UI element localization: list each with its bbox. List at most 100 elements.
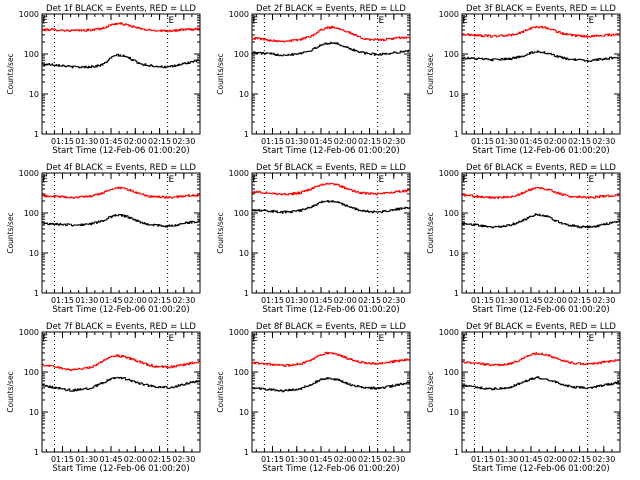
panel-7-interval-marker: E <box>168 334 174 344</box>
panel-3-x-axis-label: Start Time (12-Feb-06 01:00:20) <box>472 146 609 156</box>
panel-1-lld-series-line <box>42 22 200 33</box>
panel-5-lld-series-line <box>252 182 410 196</box>
panel-6-xtick-label: 01:30 <box>495 296 518 305</box>
panel-4-title: Det 4f BLACK = Events, RED = LLD <box>46 163 196 173</box>
panel-8-ytick-label: 1 <box>244 448 249 457</box>
panel-2-xtick-label: 02:00 <box>334 137 357 146</box>
panel-5-xtick-label: 02:30 <box>382 296 405 305</box>
panel-8-title: Det 8f BLACK = Events, RED = LLD <box>256 322 406 332</box>
panel-4-chart: Det 4f BLACK = Events, RED = LLD 1 10 100 10… <box>6 163 201 315</box>
panel-1-y-axis-label: Counts/sec <box>6 53 15 94</box>
panel-4-y-axis-label: Counts/sec <box>6 212 15 253</box>
panel-9-interval-marker: E <box>462 334 468 344</box>
panel-3-xtick-label: 02:00 <box>544 137 567 146</box>
panel-7-xtick-label: 02:30 <box>172 455 195 464</box>
panel-8-xtick-label: 01:30 <box>285 455 308 464</box>
panel-3-interval-marker: E <box>588 16 594 26</box>
panel-8-ytick-label: 1000 <box>229 328 249 337</box>
panel-8-ytick-label: 100 <box>234 368 249 377</box>
panel-7-ytick-label: 10 <box>29 408 39 417</box>
panel-3-xtick-label: 02:15 <box>568 137 591 146</box>
panel-1-interval-marker: E <box>168 16 174 26</box>
panel-6-xtick-label: 01:15 <box>471 296 494 305</box>
panel-7-xtick-label: 01:45 <box>99 455 122 464</box>
panel-7-x-axis-label: Start Time (12-Feb-06 01:00:20) <box>52 464 189 474</box>
panel-6-y-axis-label: Counts/sec <box>426 212 435 253</box>
panel-1-ytick-label: 100 <box>24 50 39 59</box>
panel-7-xtick-label: 01:30 <box>75 455 98 464</box>
panel-9-lld-series-line <box>462 352 620 367</box>
panel-2-interval-marker: E <box>252 16 258 26</box>
panel-6-ytick-label: 10 <box>449 249 459 258</box>
panel-1-ytick-label: 10 <box>29 90 39 99</box>
panel-3-events-series-line <box>462 50 620 63</box>
panel-2-plot-frame <box>251 13 411 135</box>
panel-2-xtick-label: 02:30 <box>382 137 405 146</box>
panel-2-y-axis-label: Counts/sec <box>216 53 225 94</box>
panel-8-chart: Det 8f BLACK = Events, RED = LLD 1 10 100 10… <box>216 322 411 474</box>
panel-7-events-series-line <box>42 376 200 392</box>
panel-6-plot-frame <box>461 172 621 294</box>
panel-5-interval-marker: E <box>378 175 384 185</box>
panel-4-ytick-label: 10 <box>29 249 39 258</box>
panel-4-lld-series-line <box>42 186 200 199</box>
panel-8-xtick-label: 02:15 <box>358 455 381 464</box>
panel-4-events-series-line <box>42 214 200 228</box>
panel-5-xtick-label: 02:00 <box>334 296 357 305</box>
panel-5-xtick-label: 01:15 <box>261 296 284 305</box>
panel-4-ytick-label: 1 <box>34 289 39 298</box>
panel-9-chart: Det 9f BLACK = Events, RED = LLD 1 10 100 10… <box>426 322 621 474</box>
panel-4-xtick-label: 01:30 <box>75 296 98 305</box>
panel-3-xtick-label: 01:15 <box>471 137 494 146</box>
panel-5-ytick-label: 100 <box>234 209 249 218</box>
panel-2-x-axis-label: Start Time (12-Feb-06 01:00:20) <box>262 146 399 156</box>
panel-1-chart: Det 1f BLACK = Events, RED = LLD 1 10 100 10… <box>6 4 201 156</box>
panel-3-chart: Det 3f BLACK = Events, RED = LLD 1 10 100 10… <box>426 4 621 156</box>
panel-1-events-series-line <box>42 53 200 69</box>
panel-4-plot-frame <box>41 172 201 294</box>
panel-2-events-series-line <box>252 41 410 57</box>
panel-2-xtick-label: 01:45 <box>309 137 332 146</box>
panel-7-interval-marker: E <box>42 334 48 344</box>
panel-5-ytick-label: 10 <box>239 249 249 258</box>
panel-6-events-series-line <box>462 213 620 229</box>
panel-3-xtick-label: 02:30 <box>592 137 615 146</box>
panel-8-xtick-label: 02:00 <box>334 455 357 464</box>
panel-8-xtick-label: 01:45 <box>309 455 332 464</box>
panel-6-xtick-label: 02:30 <box>592 296 615 305</box>
panel-2-xtick-label: 01:15 <box>261 137 284 146</box>
panel-1-xtick-label: 02:00 <box>124 137 147 146</box>
panel-5-y-axis-label: Counts/sec <box>216 212 225 253</box>
panel-9-xtick-label: 01:30 <box>495 455 518 464</box>
panel-6-ytick-label: 1000 <box>439 169 459 178</box>
panel-5-events-series-line <box>252 200 410 214</box>
panel-4-xtick-label: 01:45 <box>99 296 122 305</box>
panel-9-xtick-label: 02:00 <box>544 455 567 464</box>
panel-8-x-axis-label: Start Time (12-Feb-06 01:00:20) <box>262 464 399 474</box>
panel-7-y-axis-label: Counts/sec <box>6 371 15 412</box>
panel-5-x-axis-label: Start Time (12-Feb-06 01:00:20) <box>262 305 399 315</box>
panel-6-xtick-label: 01:45 <box>519 296 542 305</box>
panel-9-y-axis-label: Counts/sec <box>426 371 435 412</box>
panel-5-interval-marker: E <box>252 175 258 185</box>
panel-9-xtick-label: 01:45 <box>519 455 542 464</box>
panel-6-ytick-label: 1 <box>454 289 459 298</box>
panel-3-ytick-label: 10 <box>449 90 459 99</box>
panel-4-xtick-label: 02:15 <box>148 296 171 305</box>
panel-4-x-axis-label: Start Time (12-Feb-06 01:00:20) <box>52 305 189 315</box>
panel-2-xtick-label: 02:15 <box>358 137 381 146</box>
panel-9-plot-frame <box>461 331 621 453</box>
panel-7-ytick-label: 100 <box>24 368 39 377</box>
panel-2-lld-series-line <box>252 25 410 43</box>
panel-1-plot-frame <box>41 13 201 135</box>
panel-2-ytick-label: 10 <box>239 90 249 99</box>
panel-4-ytick-label: 100 <box>24 209 39 218</box>
panel-7-ytick-label: 1 <box>34 448 39 457</box>
panel-4-interval-marker: E <box>168 175 174 185</box>
panel-7-plot-frame <box>41 331 201 453</box>
panel-8-interval-marker: E <box>378 334 384 344</box>
panel-5-plot-frame <box>251 172 411 294</box>
panel-1-ytick-label: 1000 <box>19 10 39 19</box>
panel-7-lld-series-line <box>42 354 200 372</box>
panel-3-y-axis-label: Counts/sec <box>426 53 435 94</box>
